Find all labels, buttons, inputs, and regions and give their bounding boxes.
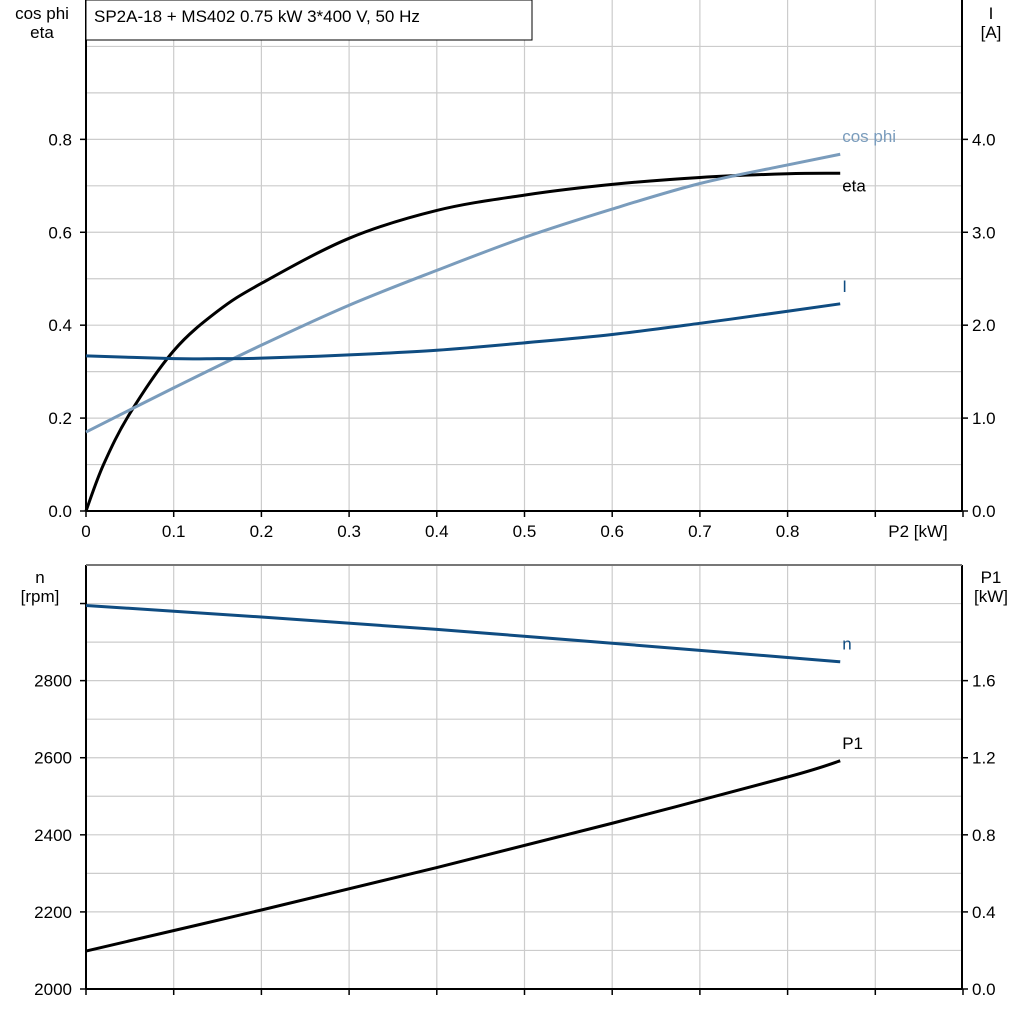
series-line-n (85, 603, 841, 664)
y-left-tick-label: 0.4 (48, 316, 72, 335)
y-left-tick-label: 2400 (34, 826, 72, 845)
series-label-n: n (842, 635, 851, 654)
y-left-label: [rpm] (21, 587, 60, 606)
x-axis-label: P2 [kW] (888, 522, 948, 541)
y-left-label: eta (30, 23, 54, 42)
x-tick-label: 0.2 (250, 522, 274, 541)
y-left-tick-label: 2800 (34, 672, 72, 691)
title-box (85, 0, 533, 41)
y-right-label: [kW] (974, 587, 1008, 606)
y-left-tick-label: 2600 (34, 749, 72, 768)
x-tick-label: 0 (81, 522, 90, 541)
series-line-cos-phi (85, 152, 841, 434)
x-tick-label: 0.5 (513, 522, 537, 541)
y-left-label: cos phi (15, 4, 69, 23)
y-right-tick-label: 0.8 (972, 826, 996, 845)
y-right-tick-label: 1.0 (972, 409, 996, 428)
x-tick-label: 0.3 (337, 522, 361, 541)
x-tick-label: 0.1 (162, 522, 186, 541)
x-tick-label: 0.4 (425, 522, 449, 541)
x-tick-label: 0.8 (776, 522, 800, 541)
y-left-tick-label: 0.6 (48, 223, 72, 242)
chart-title: SP2A-18 + MS402 0.75 kW 3*400 V, 50 Hz (94, 7, 420, 26)
y-right-tick-label: 2.0 (972, 316, 996, 335)
series-label-p1: P1 (842, 734, 863, 753)
series-label-cos-phi: cos phi (842, 127, 896, 146)
y-left-label: n (35, 568, 44, 587)
y-right-label: [A] (981, 23, 1002, 42)
y-left-tick-label: 2000 (34, 980, 72, 999)
y-left-tick-label: 0.0 (48, 502, 72, 521)
y-left-tick-label: 2200 (34, 903, 72, 922)
y-right-tick-label: 3.0 (972, 223, 996, 242)
series-label-eta: eta (842, 176, 866, 195)
y-right-label: P1 (981, 568, 1002, 587)
y-right-label: I (989, 4, 994, 23)
y-left-tick-label: 0.8 (48, 130, 72, 149)
x-tick-label: 0.6 (600, 522, 624, 541)
y-right-tick-label: 0.4 (972, 903, 996, 922)
y-left-tick-label: 0.2 (48, 409, 72, 428)
y-right-tick-label: 1.6 (972, 672, 996, 691)
series-line-eta (84, 171, 841, 512)
y-right-tick-label: 1.2 (972, 749, 996, 768)
series-line-p1 (85, 759, 841, 953)
y-right-tick-label: 4.0 (972, 130, 996, 149)
y-right-tick-label: 0.0 (972, 502, 996, 521)
x-tick-label: 0.7 (688, 522, 712, 541)
series-line-i (85, 302, 841, 361)
series-label-i: I (842, 277, 847, 296)
y-right-tick-label: 0.0 (972, 980, 996, 999)
